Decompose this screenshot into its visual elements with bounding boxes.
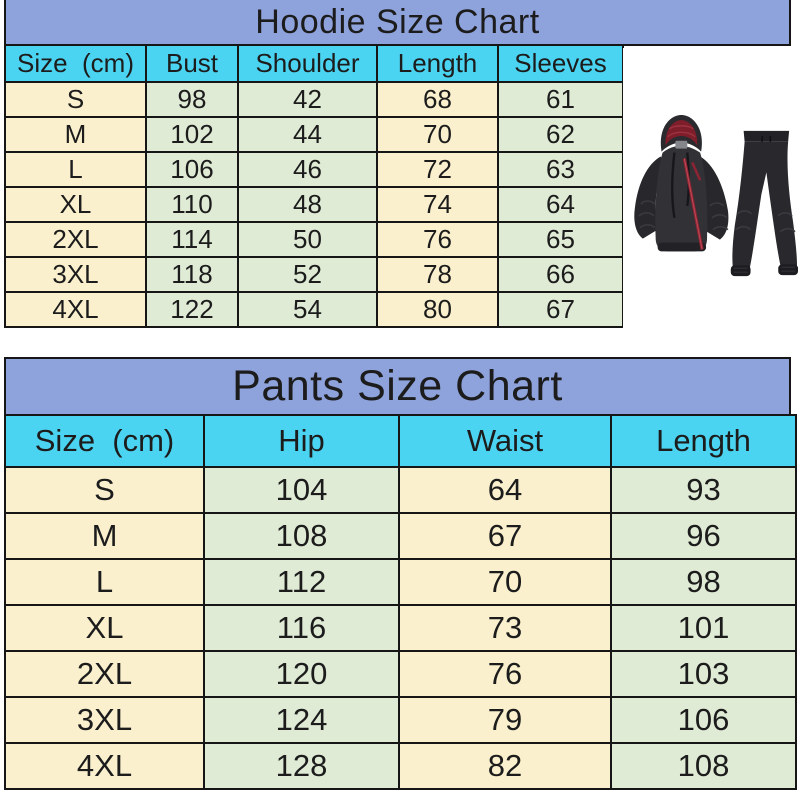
pants-chart-title: Pants Size Chart <box>232 362 563 410</box>
column-header: Length <box>376 44 499 83</box>
value-cell: 70 <box>398 558 612 606</box>
value-cell: 76 <box>376 221 499 258</box>
value-cell: 112 <box>203 558 400 606</box>
table-row: XL 116 73 101 <box>4 604 797 652</box>
size-cell: M <box>4 512 205 560</box>
value-cell: 73 <box>398 604 612 652</box>
column-header: Waist <box>398 414 612 468</box>
table-row: 3XL 124 79 106 <box>4 696 797 744</box>
value-cell: 67 <box>398 512 612 560</box>
table-row: S 98 42 68 61 <box>4 81 624 118</box>
column-header: Shoulder <box>237 44 378 83</box>
value-cell: 76 <box>398 650 612 698</box>
value-cell: 108 <box>203 512 400 560</box>
size-cell: 2XL <box>4 650 205 698</box>
table-row: L 106 46 72 63 <box>4 151 624 188</box>
value-cell: 103 <box>610 650 797 698</box>
column-header: Bust <box>145 44 239 83</box>
column-header: Size (cm) <box>4 414 205 468</box>
value-cell: 106 <box>145 151 239 188</box>
product-photo-area <box>623 48 800 355</box>
value-cell: 124 <box>203 696 400 744</box>
table-row: M 102 44 70 62 <box>4 116 624 153</box>
value-cell: 96 <box>610 512 797 560</box>
value-cell: 67 <box>497 291 624 328</box>
size-cell: 2XL <box>4 221 147 258</box>
value-cell: 93 <box>610 466 797 514</box>
value-cell: 128 <box>203 742 400 790</box>
value-cell: 44 <box>237 116 378 153</box>
value-cell: 52 <box>237 256 378 293</box>
tracksuit-product-image <box>633 114 798 276</box>
value-cell: 114 <box>145 221 239 258</box>
pants-size-table: Size (cm) Hip Waist Length S 104 64 93 M 108 67 96 L… <box>4 414 797 790</box>
value-cell: 98 <box>610 558 797 606</box>
value-cell: 101 <box>610 604 797 652</box>
size-cell: S <box>4 81 147 118</box>
column-header: Sleeves <box>497 44 624 83</box>
value-cell: 110 <box>145 186 239 223</box>
value-cell: 106 <box>610 696 797 744</box>
value-cell: 118 <box>145 256 239 293</box>
value-cell: 54 <box>237 291 378 328</box>
value-cell: 68 <box>376 81 499 118</box>
value-cell: 80 <box>376 291 499 328</box>
table-row: XL 110 48 74 64 <box>4 186 624 223</box>
value-cell: 116 <box>203 604 400 652</box>
hoodie-chart-title-bar: Hoodie Size Chart <box>4 0 791 46</box>
table-row: 4XL 128 82 108 <box>4 742 797 790</box>
table-row: 3XL 118 52 78 66 <box>4 256 624 293</box>
value-cell: 104 <box>203 466 400 514</box>
size-cell: 3XL <box>4 696 205 744</box>
hoodie-size-table: Size (cm) Bust Shoulder Length Sleeves S 98 42 6… <box>4 44 624 328</box>
pants-chart-title-bar: Pants Size Chart <box>4 357 791 416</box>
value-cell: 78 <box>376 256 499 293</box>
value-cell: 42 <box>237 81 378 118</box>
size-cell: L <box>4 151 147 188</box>
value-cell: 46 <box>237 151 378 188</box>
size-cell: 4XL <box>4 291 147 328</box>
table-row: S 104 64 93 <box>4 466 797 514</box>
value-cell: 61 <box>497 81 624 118</box>
value-cell: 64 <box>497 186 624 223</box>
size-cell: 4XL <box>4 742 205 790</box>
size-cell: L <box>4 558 205 606</box>
table-row: 4XL 122 54 80 67 <box>4 291 624 328</box>
header-row: Size (cm) Hip Waist Length <box>4 414 797 468</box>
hoodie-chart-title: Hoodie Size Chart <box>255 2 540 41</box>
value-cell: 66 <box>497 256 624 293</box>
size-cell: XL <box>4 186 147 223</box>
value-cell: 108 <box>610 742 797 790</box>
value-cell: 74 <box>376 186 499 223</box>
value-cell: 102 <box>145 116 239 153</box>
size-cell: 3XL <box>4 256 147 293</box>
size-cell: M <box>4 116 147 153</box>
value-cell: 122 <box>145 291 239 328</box>
value-cell: 72 <box>376 151 499 188</box>
value-cell: 48 <box>237 186 378 223</box>
value-cell: 65 <box>497 221 624 258</box>
value-cell: 120 <box>203 650 400 698</box>
value-cell: 50 <box>237 221 378 258</box>
value-cell: 82 <box>398 742 612 790</box>
value-cell: 70 <box>376 116 499 153</box>
size-cell: S <box>4 466 205 514</box>
table-row: M 108 67 96 <box>4 512 797 560</box>
column-header: Size (cm) <box>4 44 147 83</box>
value-cell: 79 <box>398 696 612 744</box>
size-cell: XL <box>4 604 205 652</box>
table-row: 2XL 120 76 103 <box>4 650 797 698</box>
table-row: L 112 70 98 <box>4 558 797 606</box>
value-cell: 98 <box>145 81 239 118</box>
table-row: 2XL 114 50 76 65 <box>4 221 624 258</box>
value-cell: 63 <box>497 151 624 188</box>
value-cell: 64 <box>398 466 612 514</box>
column-header: Length <box>610 414 797 468</box>
header-row: Size (cm) Bust Shoulder Length Sleeves <box>4 44 624 83</box>
value-cell: 62 <box>497 116 624 153</box>
column-header: Hip <box>203 414 400 468</box>
